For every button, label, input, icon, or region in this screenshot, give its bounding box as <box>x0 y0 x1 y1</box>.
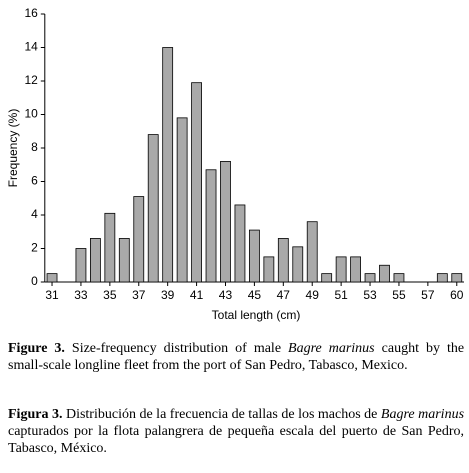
y-tick-label: 8 <box>31 140 38 154</box>
bar <box>46 273 58 283</box>
bar <box>118 238 130 283</box>
y-tick-label: 0 <box>31 274 38 288</box>
species: Bagre marinus <box>380 407 465 422</box>
bar <box>162 47 174 283</box>
caption-text: capturados por la flota palangrera de pe… <box>8 424 464 456</box>
bar <box>75 248 87 283</box>
caption-text: caught by the small-scale longline fleet… <box>8 341 465 373</box>
y-tick-label: 12 <box>24 73 38 87</box>
bar <box>379 264 390 283</box>
x-tick-label: 60 <box>450 288 464 302</box>
x-tick-label: 45 <box>248 288 262 302</box>
bar <box>205 169 217 283</box>
bar <box>89 238 101 283</box>
x-tick-label: 39 <box>161 288 175 302</box>
bar <box>335 256 347 283</box>
bar <box>321 273 333 283</box>
bar <box>263 256 275 283</box>
bar <box>176 117 188 283</box>
x-tick-label: 33 <box>74 288 88 302</box>
x-tick-label: 55 <box>392 288 406 302</box>
caption-es: Figura 3. Distribución de la frecuencia … <box>8 406 464 457</box>
chart: Frequency (%) Total length (cm) 0 2 4 6 8 10 1… <box>6 6 464 322</box>
caption-en: Figure 3. Size-frequency distribution of… <box>8 340 464 374</box>
caption-text: Size-frequency distribution of male <box>71 341 282 356</box>
y-tick-label: 14 <box>24 40 38 54</box>
bar <box>436 273 448 283</box>
bar <box>191 82 202 283</box>
bar <box>393 273 405 283</box>
y-tick-label: 4 <box>31 207 38 221</box>
x-tick-label: 41 <box>190 288 204 302</box>
y-axis-label: Frequency (%) <box>6 109 20 188</box>
x-axis-label: Total length (cm) <box>212 308 301 322</box>
x-tick-label: 49 <box>306 288 320 302</box>
bar <box>364 273 376 283</box>
bar <box>133 196 145 283</box>
bar <box>451 273 463 283</box>
y-tick-label: 16 <box>24 6 38 20</box>
caption-label: Figura 3. <box>8 407 63 422</box>
caption-text: Distribución de la frecuencia de tallas … <box>65 407 378 422</box>
x-tick-label: 35 <box>103 288 117 302</box>
bar <box>234 204 246 283</box>
x-tick-label: 51 <box>334 288 348 302</box>
caption-label: Figure 3. <box>8 341 65 356</box>
bar <box>306 221 318 283</box>
bar <box>277 238 289 283</box>
x-tick-label: 43 <box>219 288 233 302</box>
bar <box>220 160 231 283</box>
x-tick-label: 37 <box>132 288 146 302</box>
bar <box>350 256 361 283</box>
x-tick-label: 53 <box>363 288 377 302</box>
bar <box>248 229 260 283</box>
species: Bagre marinus <box>288 341 375 356</box>
bar <box>292 246 304 283</box>
bar <box>147 134 159 283</box>
x-tick-label: 57 <box>421 288 435 302</box>
bar <box>104 212 116 283</box>
y-tick-label: 10 <box>24 107 38 121</box>
y-tick-label: 6 <box>31 174 38 188</box>
x-tick-label: 31 <box>45 288 59 302</box>
x-tick-label: 47 <box>277 288 291 302</box>
y-tick-label: 2 <box>31 241 38 255</box>
